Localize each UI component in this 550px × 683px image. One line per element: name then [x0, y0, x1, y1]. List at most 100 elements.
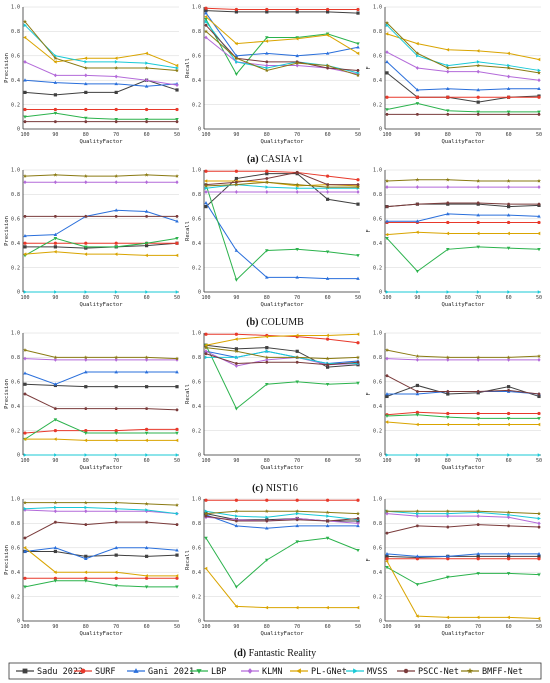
data-point-surf	[114, 576, 118, 580]
data-point-surf	[175, 107, 179, 112]
data-point-gani-2021	[537, 214, 541, 218]
data-point-gani-2021	[476, 88, 480, 92]
x-tick-label: 100	[20, 624, 29, 630]
data-point-gani-2021	[325, 51, 330, 55]
data-point-lbp	[385, 566, 389, 570]
y-tick-label: 0.4	[192, 241, 201, 247]
data-point-klmn	[295, 190, 299, 194]
data-point-mvss	[235, 60, 239, 64]
data-point-mvss	[204, 19, 208, 24]
data-point-gani-2021	[265, 526, 269, 530]
data-point-pl-gnet	[445, 47, 450, 52]
data-point-pscc-net	[53, 214, 57, 218]
x-axis-title: QualityFactor	[441, 631, 485, 637]
data-point-lbp	[446, 415, 450, 420]
y-tick-label: 1.0	[11, 168, 20, 174]
series-line-lbp	[205, 184, 359, 281]
data-point-surf	[507, 557, 511, 561]
data-point-bmff-net	[83, 65, 88, 70]
data-point-klmn	[476, 185, 480, 189]
data-point-gani-2021	[476, 551, 480, 556]
x-tick-label: 90	[233, 132, 239, 138]
y-tick-label: 0.8	[192, 192, 201, 198]
series-line-bmff-net	[205, 31, 359, 76]
y-tick-label: 0	[379, 453, 382, 459]
data-point-mvss	[114, 507, 119, 511]
chart-panel-nist16-precision: 0 0.2 0.4 0.6 0.8 1.0 100 90 80 70 60 50 QualityFact…	[4, 331, 180, 471]
data-point-mvss	[54, 54, 58, 58]
data-point-mvss	[54, 290, 58, 294]
data-point-pscc-net	[234, 180, 238, 184]
x-tick-label: 80	[445, 295, 451, 301]
subfigure-caption: (d) Fantastic Reality	[234, 648, 316, 659]
data-point-lbp	[114, 584, 118, 588]
y-axis-title: F	[366, 392, 372, 395]
chart-panel-columb-precision: 0 0.2 0.4 0.6 0.8 1.0 100 90 80 70 60 50 QualityFact…	[4, 168, 180, 308]
data-point-bmff-net	[114, 500, 119, 505]
legend-marker-bmff-net	[467, 667, 473, 674]
data-point-bmff-net	[537, 70, 541, 75]
data-point-pl-gnet	[415, 614, 419, 618]
series-pscc-net	[385, 374, 541, 396]
series-line-pscc-net	[205, 353, 359, 366]
caption-text: CASIA v1	[261, 154, 303, 165]
data-point-pscc-net	[326, 183, 330, 187]
legend-entry-klmn: KLMN	[241, 667, 282, 677]
data-point-lbp	[476, 417, 480, 421]
x-tick-label: 90	[414, 295, 420, 301]
data-point-pscc-net	[415, 112, 419, 116]
data-point-surf	[84, 107, 88, 112]
data-point-mvss	[385, 23, 389, 28]
series-pl-gnet	[23, 249, 179, 258]
data-point-pl-gnet	[204, 15, 208, 19]
data-point-gani-2021	[356, 523, 360, 528]
data-point-bmff-net	[476, 355, 481, 360]
series-pscc-net	[23, 120, 179, 124]
subfigure-caption: (c) NIST16	[252, 483, 298, 494]
data-point-pl-gnet	[445, 422, 450, 427]
y-tick-label: 0.8	[192, 29, 201, 35]
y-tick-label: 0	[17, 453, 20, 459]
data-point-surf	[114, 241, 118, 245]
data-point-pscc-net	[415, 524, 419, 528]
caption-letter: (b)	[246, 317, 261, 328]
series-line-pscc-net	[205, 24, 359, 71]
data-point-gani-2021	[385, 219, 389, 223]
series-line-mvss	[24, 24, 178, 69]
data-point-pl-gnet	[175, 63, 179, 68]
x-tick-label: 60	[325, 624, 331, 630]
x-tick-label: 100	[382, 132, 391, 138]
data-point-pl-gnet	[506, 615, 510, 620]
data-point-lbp	[53, 237, 58, 241]
series-line-gani-2021	[386, 553, 539, 557]
x-axis-title: QualityFactor	[441, 465, 485, 471]
series-surf	[204, 332, 360, 345]
data-point-bmff-net	[83, 500, 88, 505]
data-point-gani-2021	[537, 86, 541, 91]
data-point-bmff-net	[83, 355, 88, 360]
series-line-pscc-net	[386, 202, 539, 208]
data-point-sadu-2022	[114, 90, 118, 94]
data-point-bmff-net	[234, 182, 239, 187]
x-tick-label: 60	[144, 458, 150, 464]
panels-group: 0 0.2 0.4 0.6 0.8 1.0 100 90 80 70 60 50 QualityFact…	[4, 5, 542, 637]
data-point-sadu-2022	[234, 176, 238, 181]
data-point-pscc-net	[326, 66, 330, 70]
series-line-lbp	[386, 237, 540, 272]
y-tick-label: 1.0	[373, 5, 382, 11]
series-line-bmff-net	[205, 181, 358, 188]
data-point-mvss	[54, 453, 58, 457]
data-point-bmff-net	[445, 65, 450, 70]
y-axis-title: Precision	[4, 216, 10, 246]
data-point-surf	[234, 169, 238, 173]
data-point-pscc-net	[84, 523, 88, 527]
data-point-bmff-net	[415, 177, 420, 182]
data-point-klmn	[507, 357, 511, 362]
series-pl-gnet	[23, 546, 179, 578]
data-point-pl-gnet	[175, 438, 179, 443]
series-line-surf	[386, 411, 539, 416]
data-point-mvss	[235, 514, 239, 518]
series-bmff-net	[385, 348, 541, 360]
data-point-lbp	[476, 572, 480, 576]
legend-marker-lbp	[196, 669, 202, 674]
